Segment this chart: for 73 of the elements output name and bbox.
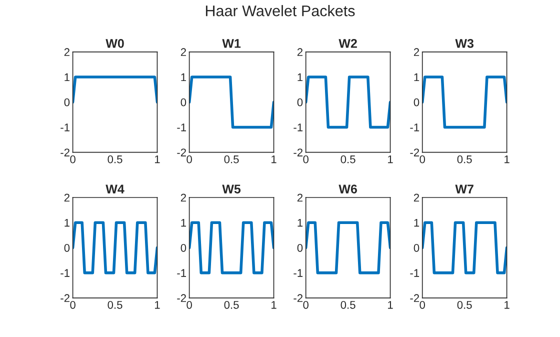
y-tick-label: 0 xyxy=(64,244,70,252)
x-tick-label: 1 xyxy=(388,301,393,309)
x-tick-label: 0 xyxy=(420,155,426,164)
x-tick-label: 0.5 xyxy=(224,155,239,164)
x-tick-label: 1 xyxy=(504,301,510,309)
x-tick-label: 1 xyxy=(154,155,160,164)
y-tick-label: -2 xyxy=(60,148,70,156)
chart-title: W5 xyxy=(222,184,241,194)
y-tick-label: -1 xyxy=(60,269,70,277)
chart-title: W3 xyxy=(455,39,474,48)
y-tick-label: 0 xyxy=(180,98,186,106)
y-tick-label: 1 xyxy=(298,218,303,227)
x-tick-label: 0.5 xyxy=(224,300,239,309)
x-tick-label: 0 xyxy=(70,155,76,164)
y-tick-label: 0 xyxy=(64,98,70,106)
y-tick-label: -1 xyxy=(60,124,70,132)
y-tick-label: 0 xyxy=(414,244,420,252)
y-tick-label: -2 xyxy=(410,148,420,156)
chart-title: W4 xyxy=(106,184,124,194)
y-tick-label: 1 xyxy=(181,73,186,82)
chart-title: W6 xyxy=(338,184,357,194)
x-tick-label: 0.5 xyxy=(108,155,122,164)
chart-title: W7 xyxy=(455,184,474,194)
x-tick-label: 0.5 xyxy=(457,300,472,309)
x-tick-label: 1 xyxy=(504,155,510,164)
x-tick-label: 0 xyxy=(186,155,192,164)
x-tick-label: 1 xyxy=(272,155,276,164)
y-tick-label: 2 xyxy=(297,48,303,56)
y-tick-label: -1 xyxy=(410,269,420,277)
y-tick-label: 0 xyxy=(414,98,420,106)
y-tick-label: -2 xyxy=(60,294,70,302)
y-tick-label: -1 xyxy=(294,269,303,277)
y-tick-label: -1 xyxy=(410,124,420,132)
x-tick-label: 1 xyxy=(154,301,160,309)
x-tick-label: 0.5 xyxy=(457,155,472,164)
x-tick-label: 0 xyxy=(420,300,426,309)
y-tick-label: 1 xyxy=(414,218,420,227)
y-tick-label: 2 xyxy=(180,194,186,202)
x-tick-label: 0.5 xyxy=(340,300,356,309)
x-tick-label: 0 xyxy=(303,155,308,164)
y-tick-label: -2 xyxy=(294,148,303,156)
y-tick-label: 1 xyxy=(414,73,420,82)
x-tick-label: 0 xyxy=(70,300,76,309)
x-tick-label: 0 xyxy=(186,300,192,309)
y-tick-label: 0 xyxy=(180,244,186,252)
text: Haar Wavelet Packets xyxy=(206,5,355,16)
chart-title: W2 xyxy=(338,39,357,48)
y-tick-label: 1 xyxy=(64,73,70,82)
y-tick-label: -1 xyxy=(177,269,186,277)
y-tick-label: 1 xyxy=(298,73,303,82)
x-tick-label: 1 xyxy=(388,155,393,164)
y-tick-label: -1 xyxy=(294,124,303,132)
y-tick-label: 0 xyxy=(297,98,303,106)
y-tick-label: 1 xyxy=(64,218,70,227)
y-tick-label: 2 xyxy=(414,194,420,202)
x-tick-label: 0.5 xyxy=(340,155,356,164)
y-tick-label: -2 xyxy=(410,294,420,302)
y-tick-label: 2 xyxy=(414,48,420,56)
x-tick-label: 0 xyxy=(303,300,308,309)
y-tick-label: 0 xyxy=(297,244,303,252)
y-tick-label: 2 xyxy=(64,48,70,56)
y-tick-label: 2 xyxy=(297,194,303,202)
y-tick-label: -2 xyxy=(177,148,186,156)
x-tick-label: 1 xyxy=(272,301,276,309)
chart-title: W0 xyxy=(106,39,124,48)
y-tick-label: 2 xyxy=(64,194,70,202)
y-tick-label: 1 xyxy=(181,218,186,227)
x-tick-label: 0.5 xyxy=(108,300,122,309)
y-tick-label: -2 xyxy=(177,294,186,302)
y-tick-label: -1 xyxy=(177,124,186,132)
chart-title: W1 xyxy=(222,39,241,48)
y-tick-label: -2 xyxy=(294,294,303,302)
y-tick-label: 2 xyxy=(180,48,186,56)
